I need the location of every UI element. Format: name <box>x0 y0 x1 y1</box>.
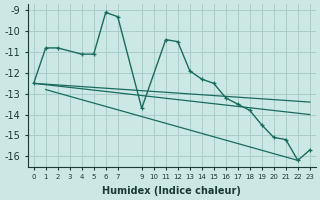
X-axis label: Humidex (Indice chaleur): Humidex (Indice chaleur) <box>102 186 241 196</box>
